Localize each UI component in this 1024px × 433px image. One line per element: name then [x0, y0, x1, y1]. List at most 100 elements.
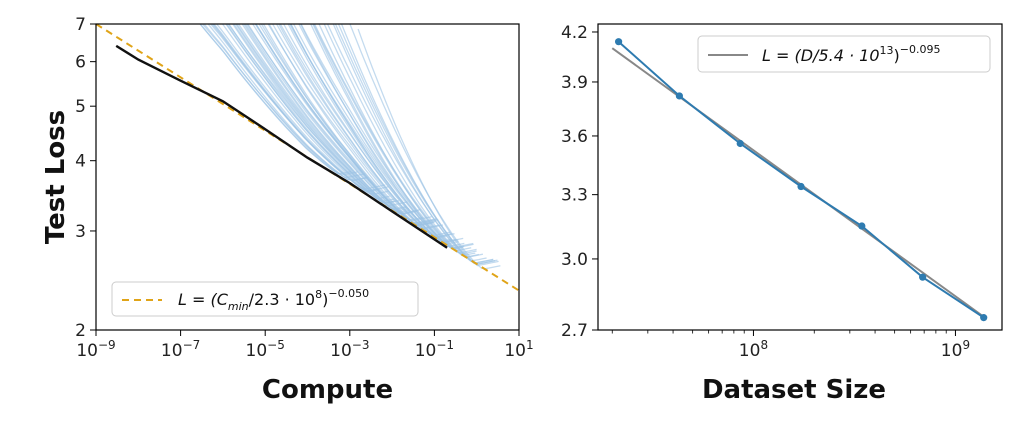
x-tick-label-exponent: −7: [183, 338, 201, 352]
x-tick-label: 109: [941, 338, 970, 361]
x-tick-label: 10−1: [415, 338, 454, 361]
y-tick-label: 3.3: [561, 186, 588, 206]
left-axes-frame: [95, 23, 520, 331]
x-tick-label-base: 10: [330, 341, 352, 361]
training-curve: [221, 24, 390, 200]
training-curve: [203, 24, 366, 179]
legend-sup2: −0.095: [900, 43, 941, 56]
training-curve: [278, 24, 452, 238]
frontier-line: [115, 44, 448, 249]
y-tick-label: 6: [75, 53, 86, 73]
training-curve: [323, 24, 484, 259]
x-tick-label: 101: [504, 338, 533, 361]
training-curve: [326, 24, 494, 264]
left-y-axis-title: Test Loss: [41, 110, 71, 244]
training-curve: [228, 24, 400, 204]
data-point: [919, 273, 927, 281]
left-lines: [96, 24, 519, 292]
x-tick-label: 108: [739, 338, 768, 361]
legend-sup1: 13: [880, 44, 894, 57]
x-tick-label: 10−5: [246, 338, 285, 361]
training-curves: [199, 24, 501, 270]
training-curve: [299, 24, 465, 247]
y-tick-label: 3.6: [561, 127, 588, 147]
legend-close: ): [894, 46, 900, 65]
left-x-axis-title: Compute: [262, 375, 393, 405]
right-y-ticks: 2.7 3.0 3.3 3.6 3.9 4.2: [561, 23, 598, 341]
y-tick-label: 5: [75, 97, 86, 117]
x-tick-label-exponent: −1: [436, 338, 454, 352]
right-panel: 108 109 2.73.03.33.63.94.2 Dataset Size L…: [561, 23, 1003, 405]
x-tick-label: 10−9: [76, 338, 115, 361]
x-tick-label-base: 10: [739, 341, 761, 361]
data-point: [797, 182, 805, 191]
y-tick-label: 2: [75, 321, 86, 341]
data-point: [675, 92, 684, 100]
legend-box: [697, 35, 991, 73]
y-tick-label: 7: [75, 15, 86, 35]
legend-lhs: L = (C: [178, 290, 229, 309]
legend-lhs: L = (D/5.4 · 10: [762, 46, 880, 65]
data-point: [736, 139, 744, 148]
legend-sup1: 8: [315, 288, 322, 301]
legend-sup2: −0.050: [328, 287, 369, 300]
x-tick-label-exponent: 8: [760, 338, 768, 352]
y-tick-label: 2.7: [561, 321, 588, 341]
y-tick-label: 3: [75, 222, 86, 242]
x-tick-label: 10−7: [161, 338, 200, 361]
training-curve: [290, 24, 464, 244]
right-legend: L = (D/5.4 · 1013)−0.095: [697, 35, 991, 73]
y-tick-label: 3.9: [561, 73, 588, 93]
training-curve: [212, 24, 386, 190]
legend-box: [111, 281, 419, 317]
x-tick-label-exponent: −3: [352, 338, 370, 352]
training-curve: [207, 24, 367, 181]
right-axes-frame: [597, 23, 1003, 331]
training-curve: [268, 24, 444, 230]
x-tick-label-exponent: −5: [267, 338, 285, 352]
left-x-ticks: 10−9 10−7 10−5 10−3 10−1 101: [76, 330, 534, 361]
x-tick-label-base: 10: [76, 341, 98, 361]
training-curve: [262, 24, 439, 225]
legend-mid: /2.3 · 10: [249, 290, 315, 309]
training-curve: [199, 24, 358, 176]
training-curve: [318, 24, 477, 254]
legend-sub: min: [228, 300, 249, 313]
training-curve: [258, 24, 440, 230]
right-x-axis-title: Dataset Size: [702, 375, 886, 405]
training-curve: [247, 24, 432, 222]
training-curve: [312, 24, 476, 257]
y-tick-label: 4: [75, 152, 86, 172]
x-tick-label-base: 10: [504, 341, 526, 361]
data-point: [858, 222, 866, 230]
legend-label: L = (Cmin/2.3 · 108)−0.050: [178, 287, 369, 313]
legend-close: ): [322, 290, 328, 309]
x-tick-label-base: 10: [161, 341, 183, 361]
training-curve: [267, 24, 451, 237]
right-lines: [611, 38, 988, 322]
y-tick-label: 3.0: [561, 250, 588, 270]
x-tick-label-base: 10: [941, 341, 963, 361]
x-tick-label-base: 10: [415, 341, 437, 361]
training-curve: [232, 24, 408, 207]
x-tick-label: 10−3: [330, 338, 369, 361]
training-curve: [241, 24, 421, 214]
training-curve: [215, 24, 389, 195]
fit-line-dataset: [611, 47, 986, 319]
x-tick-label-exponent: 1: [526, 338, 534, 352]
left-y-ticks: 2 3 4 5 6 7: [75, 15, 96, 341]
x-tick-label-base: 10: [246, 341, 268, 361]
left-legend: L = (Cmin/2.3 · 108)−0.050: [111, 281, 419, 317]
right-x-ticks: 108 109: [611, 330, 970, 361]
training-curve: [332, 24, 487, 262]
x-tick-label-exponent: −9: [98, 338, 116, 352]
legend-label: L = (D/5.4 · 1013)−0.095: [762, 43, 940, 65]
data-point: [980, 314, 988, 322]
y-tick-label: 4.2: [561, 23, 588, 43]
training-curve: [234, 24, 407, 211]
data-point: [615, 38, 623, 46]
x-tick-label-exponent: 9: [962, 338, 970, 352]
